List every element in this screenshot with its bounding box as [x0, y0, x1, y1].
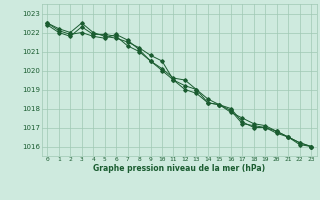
X-axis label: Graphe pression niveau de la mer (hPa): Graphe pression niveau de la mer (hPa) — [93, 164, 265, 173]
